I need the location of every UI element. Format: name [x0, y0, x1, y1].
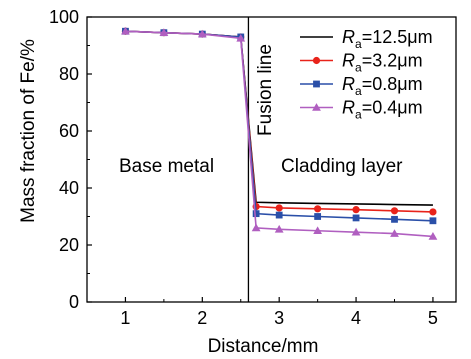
series-4-point — [390, 229, 399, 237]
series-4-point — [274, 224, 284, 233]
fusion-line-label: Fusion line — [255, 44, 276, 136]
series-4-point — [251, 223, 261, 232]
series-3-point — [275, 211, 283, 219]
series-4-point — [428, 232, 438, 240]
series-2-point — [390, 207, 399, 215]
series-2-point — [352, 206, 360, 214]
series-4-line — [125, 30, 433, 238]
series-3-point — [391, 215, 398, 223]
legend-entry-2-marker — [312, 56, 321, 65]
series-4-point — [159, 28, 169, 36]
legend-entry-3-label: Ra=0.8μm — [342, 74, 423, 98]
series-4-point — [351, 227, 361, 236]
legend-entry-2-label: Ra=3.2μm — [342, 51, 423, 75]
x-tick-label: 2 — [197, 308, 207, 328]
x-axis-title: Distance/mm — [208, 336, 319, 357]
series-3-point — [252, 210, 260, 218]
series-3-point — [352, 214, 360, 222]
legend-entry-4-label: Ra=0.4μm — [342, 98, 423, 122]
x-tick-label: 4 — [351, 308, 361, 328]
series-4-point — [121, 26, 130, 35]
x-tick-label: 5 — [428, 308, 438, 328]
y-tick-label: 60 — [59, 121, 79, 141]
legend-entry-3-marker — [313, 80, 320, 88]
series-3-point — [429, 217, 437, 225]
y-tick-label: 40 — [59, 178, 79, 198]
x-tick-label: 3 — [274, 308, 284, 328]
series-2-point — [314, 205, 322, 213]
y-tick-label: 0 — [69, 292, 79, 312]
legend-entry-1-label: Ra=12.5μm — [342, 27, 433, 51]
legend-entry-4-marker — [312, 103, 321, 111]
series-4-point — [313, 226, 323, 235]
series-2-point — [275, 204, 283, 212]
series-4-point — [236, 33, 246, 42]
plot-area: 1 2 3 4 5 0 20 40 60 80 100 — [49, 7, 457, 328]
y-tick-label: 80 — [59, 64, 79, 84]
y-axis-title: Mass fraction of Fe/% — [18, 39, 39, 223]
series-2-point — [429, 208, 437, 216]
series-4-point — [197, 29, 207, 38]
x-tick-label: 1 — [120, 308, 130, 328]
y-tick-label: 100 — [49, 7, 79, 27]
series-3-point — [314, 213, 322, 220]
cladding-layer-label: Cladding layer — [281, 156, 403, 177]
base-metal-label: Base metal — [119, 156, 214, 177]
y-tick-label: 20 — [59, 235, 79, 255]
